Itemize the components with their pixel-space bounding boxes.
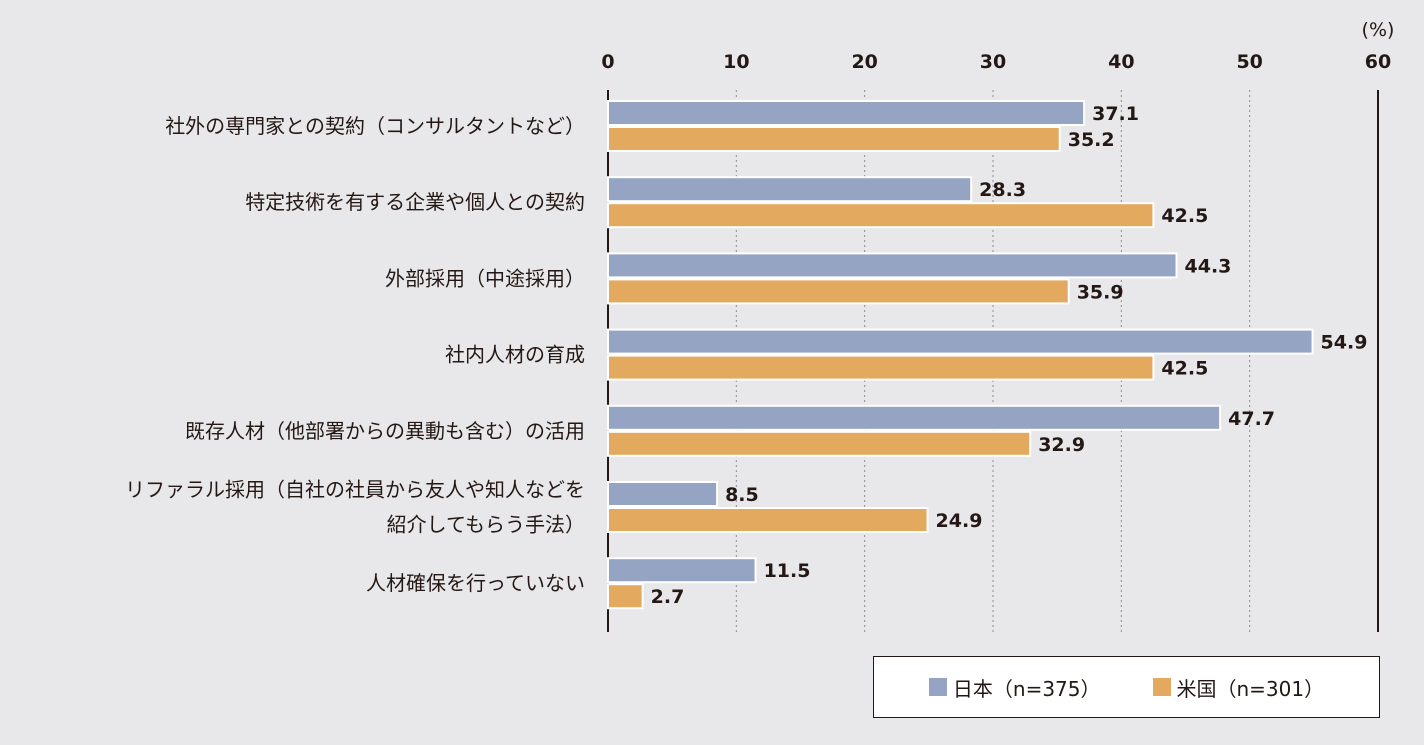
x-tick-10: 10 xyxy=(723,51,749,73)
x-tick-30: 30 xyxy=(980,51,1006,73)
bar-usa-0 xyxy=(607,126,1061,152)
bar-chart: 0 10 20 30 40 50 60 37.1 35.2 28.3 42.5 44.3 35.9 54… xyxy=(125,19,1395,632)
bar-japan-4 xyxy=(607,404,1222,431)
category-label-5-0: リファラル採用（自社の社員から友人や知人などを xyxy=(125,478,585,502)
category-label-3-0: 社内人材の育成 xyxy=(445,343,585,367)
category-label-4-0: 既存人材（他部署からの異動も含む）の活用 xyxy=(185,419,585,443)
bar-usa-5 xyxy=(607,507,929,533)
data-label-japan-1: 28.3 xyxy=(979,179,1026,201)
bar-japan-0 xyxy=(607,100,1086,126)
data-label-usa-6: 2.7 xyxy=(651,586,685,608)
bar-usa-6 xyxy=(607,583,644,610)
bar-japan-1 xyxy=(607,176,973,203)
category-label-5-1: 紹介してもらう手法） xyxy=(387,513,585,537)
legend-swatch-usa xyxy=(1152,678,1171,696)
bar-usa-2 xyxy=(607,278,1070,305)
data-label-japan-0: 37.1 xyxy=(1092,103,1139,125)
tick-labels: 0 10 20 30 40 50 60 xyxy=(601,51,1391,73)
data-label-japan-2: 44.3 xyxy=(1185,255,1232,277)
data-label-japan-4: 47.7 xyxy=(1228,408,1275,430)
data-label-usa-5: 24.9 xyxy=(936,510,983,532)
legend: 日本（n=375） 米国（n=301） xyxy=(873,656,1380,718)
bars: 37.1 35.2 28.3 42.5 44.3 35.9 54.9 42.5 47.7 32.9… xyxy=(607,100,1368,610)
bar-japan-2 xyxy=(607,252,1178,279)
legend-item-japan: 日本（n=375） xyxy=(928,673,1101,702)
x-tick-20: 20 xyxy=(851,51,877,73)
bar-japan-6 xyxy=(607,557,757,584)
legend-label-japan: 日本（n=375） xyxy=(952,676,1101,701)
category-label-2-0: 外部採用（中途採用） xyxy=(385,266,585,290)
category-label-0-0: 社外の専門家との契約（コンサルタントなど） xyxy=(165,114,585,138)
legend-label-usa: 米国（n=301） xyxy=(1176,676,1325,701)
bar-usa-1 xyxy=(607,202,1155,229)
category-label-1-0: 特定技術を有する企業や個人との契約 xyxy=(245,190,585,214)
bar-japan-3 xyxy=(607,328,1314,355)
bar-usa-3 xyxy=(607,354,1155,381)
unit-label: (%) xyxy=(1362,19,1395,41)
x-tick-50: 50 xyxy=(1236,51,1262,73)
bar-usa-4 xyxy=(607,430,1032,457)
data-label-usa-4: 32.9 xyxy=(1038,434,1085,456)
data-label-japan-6: 11.5 xyxy=(764,560,811,582)
x-tick-60: 60 xyxy=(1365,51,1391,73)
data-label-usa-2: 35.9 xyxy=(1077,281,1124,303)
category-label-6-0: 人材確保を行っていない xyxy=(366,571,585,595)
bar-japan-5 xyxy=(607,481,719,507)
x-tick-0: 0 xyxy=(601,51,614,73)
category-labels: 社外の専門家との契約（コンサルタントなど） 特定技術を有する企業や個人との契約外部… xyxy=(125,114,585,595)
data-label-usa-1: 42.5 xyxy=(1161,205,1208,227)
data-label-usa-3: 42.5 xyxy=(1161,358,1208,380)
legend-swatch-japan xyxy=(928,678,947,696)
data-label-usa-0: 35.2 xyxy=(1068,129,1115,151)
data-label-japan-5: 8.5 xyxy=(725,484,759,506)
x-tick-40: 40 xyxy=(1108,51,1134,73)
legend-item-usa: 米国（n=301） xyxy=(1152,673,1325,702)
data-label-japan-3: 54.9 xyxy=(1321,332,1368,354)
